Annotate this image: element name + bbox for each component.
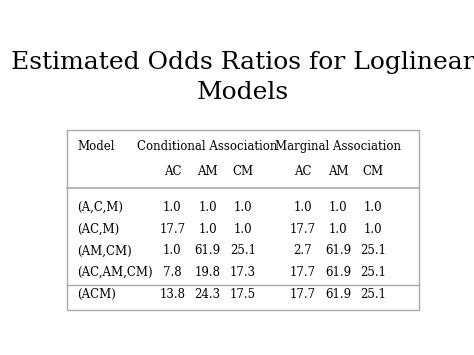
Text: (A,C,M): (A,C,M) bbox=[77, 201, 123, 214]
Text: 25.1: 25.1 bbox=[360, 288, 386, 301]
Text: 17.3: 17.3 bbox=[230, 266, 256, 279]
Text: 1.0: 1.0 bbox=[293, 201, 312, 214]
Bar bbox=[66, 130, 419, 311]
Text: AM: AM bbox=[328, 165, 348, 178]
Text: 17.7: 17.7 bbox=[159, 223, 185, 236]
Text: 61.9: 61.9 bbox=[325, 245, 351, 257]
Text: 24.3: 24.3 bbox=[195, 288, 221, 301]
Text: CM: CM bbox=[232, 165, 254, 178]
Text: 19.8: 19.8 bbox=[195, 266, 221, 279]
Text: (AC,AM,CM): (AC,AM,CM) bbox=[77, 266, 153, 279]
Text: 2.7: 2.7 bbox=[293, 245, 312, 257]
Text: CM: CM bbox=[363, 165, 384, 178]
Text: (AC,M): (AC,M) bbox=[77, 223, 119, 236]
Text: 17.5: 17.5 bbox=[230, 288, 256, 301]
Text: 7.8: 7.8 bbox=[163, 266, 182, 279]
Text: 25.1: 25.1 bbox=[230, 245, 256, 257]
Text: AM: AM bbox=[197, 165, 218, 178]
Text: 61.9: 61.9 bbox=[325, 266, 351, 279]
Text: 1.0: 1.0 bbox=[198, 201, 217, 214]
Text: 25.1: 25.1 bbox=[360, 266, 386, 279]
Text: 1.0: 1.0 bbox=[163, 201, 182, 214]
Text: (AM,CM): (AM,CM) bbox=[77, 245, 132, 257]
Text: 1.0: 1.0 bbox=[198, 223, 217, 236]
Text: AC: AC bbox=[164, 165, 181, 178]
Text: Marginal Association: Marginal Association bbox=[275, 140, 401, 153]
Text: Models: Models bbox=[197, 81, 289, 104]
Text: 1.0: 1.0 bbox=[234, 223, 252, 236]
Text: 61.9: 61.9 bbox=[195, 245, 221, 257]
Text: 1.0: 1.0 bbox=[234, 201, 252, 214]
Text: 1.0: 1.0 bbox=[364, 201, 383, 214]
Text: AC: AC bbox=[294, 165, 311, 178]
Text: 1.0: 1.0 bbox=[329, 223, 347, 236]
Text: Model: Model bbox=[77, 140, 115, 153]
Text: 13.8: 13.8 bbox=[159, 288, 185, 301]
Text: (ACM): (ACM) bbox=[77, 288, 116, 301]
Text: 1.0: 1.0 bbox=[329, 201, 347, 214]
Text: 1.0: 1.0 bbox=[364, 223, 383, 236]
Text: 25.1: 25.1 bbox=[360, 245, 386, 257]
Text: 61.9: 61.9 bbox=[325, 288, 351, 301]
Text: 17.7: 17.7 bbox=[290, 223, 316, 236]
Text: Conditional Association: Conditional Association bbox=[137, 140, 278, 153]
Text: 1.0: 1.0 bbox=[163, 245, 182, 257]
Text: 17.7: 17.7 bbox=[290, 266, 316, 279]
Text: 17.7: 17.7 bbox=[290, 288, 316, 301]
Text: Estimated Odds Ratios for Loglinear: Estimated Odds Ratios for Loglinear bbox=[11, 51, 474, 74]
